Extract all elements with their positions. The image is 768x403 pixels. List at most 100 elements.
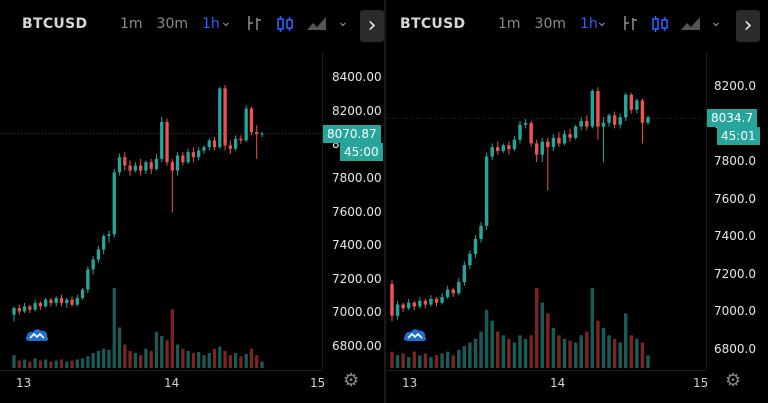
candle-body bbox=[255, 132, 259, 134]
volume-bar bbox=[160, 336, 164, 368]
volume-bar bbox=[112, 288, 116, 368]
indicators-icon[interactable] bbox=[622, 14, 640, 36]
candle-body bbox=[107, 234, 111, 236]
volume-bar bbox=[429, 357, 433, 368]
candle-body bbox=[96, 249, 101, 260]
interval-30m[interactable]: 30m bbox=[156, 16, 188, 32]
candle-body bbox=[635, 100, 639, 110]
volume-bar bbox=[640, 342, 645, 368]
symbol-label[interactable]: BTCUSD bbox=[22, 16, 88, 32]
interval-1h[interactable]: 1h bbox=[202, 16, 220, 32]
volume-bar bbox=[228, 355, 232, 368]
candle-body bbox=[596, 90, 600, 127]
candle-body bbox=[102, 235, 106, 250]
candle-body bbox=[445, 289, 450, 298]
candle-body bbox=[573, 126, 578, 138]
candle-body bbox=[496, 147, 500, 151]
volume-bar bbox=[518, 335, 522, 368]
volume-bar bbox=[117, 327, 122, 368]
volume-bar bbox=[17, 360, 21, 368]
candle-body bbox=[160, 121, 164, 159]
chevron-right-icon[interactable]: › bbox=[736, 10, 760, 42]
chevron-down-icon[interactable]: ⌄ bbox=[710, 14, 722, 30]
volume-bar bbox=[501, 335, 506, 368]
candle-body bbox=[418, 300, 422, 307]
candle-body bbox=[170, 162, 174, 171]
volume-bar bbox=[512, 342, 517, 368]
candle-body bbox=[112, 172, 116, 235]
volume-bar bbox=[123, 344, 127, 368]
volume-bar bbox=[585, 331, 589, 368]
candle-body bbox=[28, 306, 32, 310]
indicators-icon[interactable] bbox=[246, 14, 264, 36]
volume-bar bbox=[186, 350, 190, 368]
price-chart-left[interactable] bbox=[0, 0, 384, 403]
volume-bar bbox=[154, 331, 159, 368]
volume-bar bbox=[49, 361, 53, 368]
price-chart-right[interactable] bbox=[386, 0, 768, 403]
price-tick-label: 7400.0 bbox=[714, 229, 756, 244]
volume-bar bbox=[551, 328, 556, 368]
candle-body bbox=[59, 298, 64, 304]
area-chart-icon[interactable] bbox=[306, 14, 328, 36]
candle-body bbox=[646, 117, 650, 123]
candle-body bbox=[624, 94, 628, 118]
candle-body bbox=[202, 147, 206, 151]
chevron-down-icon[interactable]: ⌄ bbox=[220, 14, 232, 30]
candle-body bbox=[601, 122, 606, 127]
price-tick-label: 7600.00 bbox=[332, 204, 382, 219]
volume-bar bbox=[28, 361, 32, 368]
volume-bar bbox=[479, 331, 483, 368]
volume-bar bbox=[568, 340, 572, 368]
price-tick-label: 7800.00 bbox=[332, 170, 382, 185]
volume-bar bbox=[423, 353, 428, 368]
chevron-down-icon[interactable]: ⌄ bbox=[337, 14, 349, 30]
interval-1h[interactable]: 1h bbox=[580, 16, 598, 32]
gear-icon[interactable]: ⚙ bbox=[725, 370, 742, 391]
candle-body bbox=[175, 155, 180, 171]
candle-body bbox=[75, 298, 79, 305]
volume-bar bbox=[529, 335, 533, 368]
candle-body bbox=[154, 158, 159, 169]
volume-bar bbox=[579, 335, 583, 368]
interval-1m[interactable]: 1m bbox=[498, 16, 521, 32]
volume-bar bbox=[507, 338, 511, 368]
chevron-right-icon[interactable]: › bbox=[360, 10, 384, 42]
candle-body bbox=[223, 88, 227, 146]
cloud-logo-icon bbox=[403, 329, 427, 341]
volume-bar bbox=[65, 361, 69, 368]
chart-panel-left[interactable]: BTCUSD 1m 30m 1h ⌄ ⌄ › 8400.008200.00800… bbox=[0, 0, 384, 403]
countdown-badge: 45:00 bbox=[340, 142, 383, 161]
chevron-down-icon[interactable]: ⌄ bbox=[596, 14, 608, 30]
price-tick-label: 6800.00 bbox=[332, 338, 382, 353]
volume-bar bbox=[557, 335, 561, 368]
symbol-label[interactable]: BTCUSD bbox=[400, 16, 466, 32]
chart-toolbar: BTCUSD 1m 30m 1h ⌄ ⌄ › bbox=[386, 0, 768, 52]
candle-body bbox=[207, 140, 211, 148]
candles-icon[interactable] bbox=[651, 14, 669, 38]
price-axis-line bbox=[706, 52, 707, 370]
area-chart-icon[interactable] bbox=[680, 14, 702, 36]
volume-bar bbox=[484, 309, 489, 368]
volume-bar bbox=[534, 288, 539, 368]
candle-body bbox=[507, 145, 511, 150]
interval-1m[interactable]: 1m bbox=[120, 16, 143, 32]
price-tick-label: 7200.0 bbox=[714, 266, 756, 281]
volume-bar bbox=[601, 328, 606, 368]
candle-body bbox=[451, 289, 455, 294]
interval-30m[interactable]: 30m bbox=[534, 16, 566, 32]
volume-bar bbox=[22, 359, 27, 368]
volume-bar bbox=[573, 342, 578, 368]
volume-bar bbox=[139, 355, 143, 368]
candle-body bbox=[579, 120, 583, 127]
chart-toolbar: BTCUSD 1m 30m 1h ⌄ ⌄ › bbox=[0, 0, 384, 52]
gear-icon[interactable]: ⚙ bbox=[343, 370, 360, 391]
volume-bar bbox=[80, 358, 85, 368]
volume-bar bbox=[401, 353, 405, 368]
price-tick-label: 8200.00 bbox=[332, 103, 382, 118]
candles-icon[interactable] bbox=[276, 14, 294, 38]
countdown-badge: 45:01 bbox=[717, 127, 760, 146]
chart-panel-right[interactable]: BTCUSD 1m 30m 1h ⌄ ⌄ › 8200.08000.07800.… bbox=[386, 0, 768, 403]
candle-body bbox=[490, 147, 494, 157]
volume-bar bbox=[546, 313, 550, 368]
